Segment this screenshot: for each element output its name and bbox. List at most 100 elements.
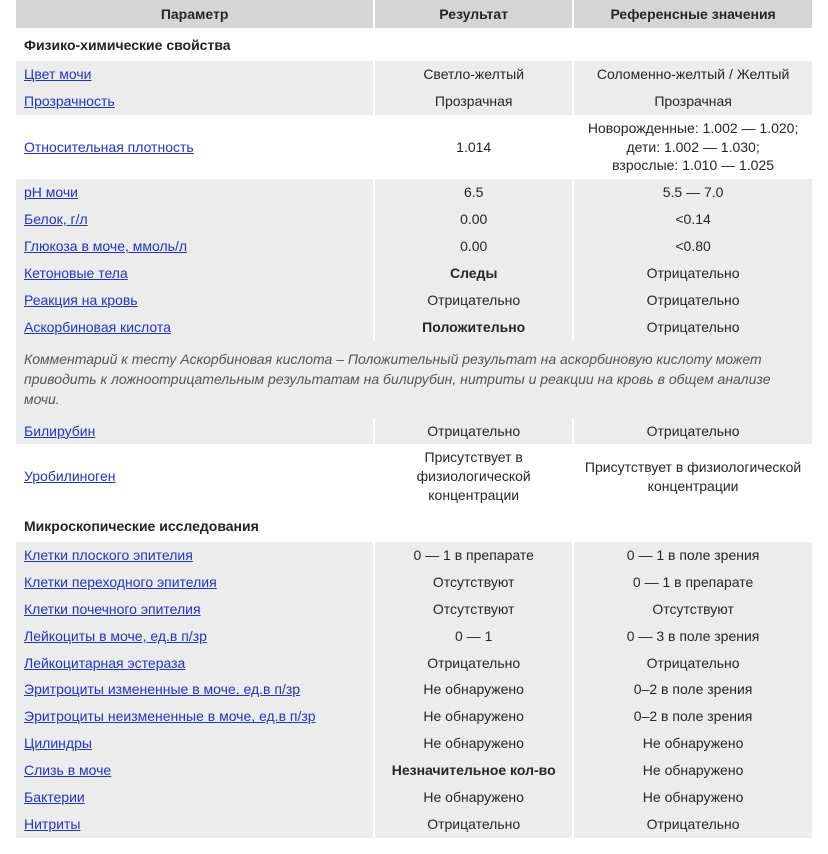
ref-ketone: Отрицательно <box>573 260 812 287</box>
ref-trans-epith: 0 — 1 в препарате <box>573 569 812 596</box>
row-urobilinogen: Уробилиноген Присутствует в физиологичес… <box>16 444 812 509</box>
ref-color: Соломенно-желтый / Желтый <box>573 61 812 88</box>
result-ketone: Следы <box>374 260 573 287</box>
row-comment-ascorbic: Комментарий к тесту Аскорбиновая кислота… <box>16 341 812 418</box>
result-mucus: Незначительное кол-во <box>374 757 573 784</box>
ref-mucus: Не обнаружено <box>573 757 812 784</box>
link-color[interactable]: Цвет мочи <box>24 66 91 82</box>
result-ascorbic: Положительно <box>374 314 573 341</box>
section-physchem: Физико-химические свойства <box>16 28 812 61</box>
link-blood[interactable]: Реакция на кровь <box>24 292 138 308</box>
link-ascorbic[interactable]: Аскорбиновая кислота <box>24 319 171 335</box>
ref-ascorbic: Отрицательно <box>573 314 812 341</box>
link-nitrites[interactable]: Нитриты <box>24 816 80 832</box>
row-density: Относительная плотность 1.014 Новорожден… <box>16 115 812 180</box>
link-ery-changed[interactable]: Эритроциты измененные в моче, ед.в п/зр <box>24 681 300 697</box>
row-nitrites: Нитриты Отрицательно Отрицательно <box>16 811 812 838</box>
link-cylinders[interactable]: Цилиндры <box>24 735 92 751</box>
row-ery-changed: Эритроциты измененные в моче, ед.в п/зр … <box>16 676 812 703</box>
result-ery-unchanged: Не обнаружено <box>374 703 573 730</box>
link-bilirubin[interactable]: Билирубин <box>24 423 95 439</box>
result-density: 1.014 <box>374 115 573 180</box>
row-cylinders: Цилиндры Не обнаружено Не обнаружено <box>16 730 812 757</box>
link-mucus[interactable]: Слизь в моче <box>24 762 111 778</box>
table-header-row: Параметр Результат Референсные значения <box>16 0 812 28</box>
link-renal-epith[interactable]: Клетки почечного эпителия <box>24 601 201 617</box>
link-density[interactable]: Относительная плотность <box>24 139 194 155</box>
result-ery-changed: Не обнаружено <box>374 676 573 703</box>
row-protein: Белок, г/л 0.00 <0.14 <box>16 206 812 233</box>
header-param: Параметр <box>16 0 374 28</box>
result-renal-epith: Отсутствуют <box>374 596 573 623</box>
ref-leuk-esterase: Отрицательно <box>573 650 812 677</box>
ref-blood: Отрицательно <box>573 287 812 314</box>
section-micro-title: Микроскопические исследования <box>16 509 812 542</box>
row-bacteria: Бактерии Не обнаружено Не обнаружено <box>16 784 812 811</box>
row-glucose: Глюкоза в моче, ммоль/л 0.00 <0.80 <box>16 233 812 260</box>
section-physchem-title: Физико-химические свойства <box>16 28 812 61</box>
result-flat-epith: 0 — 1 в препарате <box>374 542 573 569</box>
ref-leukocytes: 0 — 3 в поле зрения <box>573 623 812 650</box>
result-leukocytes: 0 — 1 <box>374 623 573 650</box>
result-leuk-esterase: Отрицательно <box>374 650 573 677</box>
result-color: Светло-желтый <box>374 61 573 88</box>
result-ph: 6.5 <box>374 179 573 206</box>
row-ery-unchanged: Эритроциты неизмененные в моче, ед.в п/з… <box>16 703 812 730</box>
results-table: Параметр Результат Референсные значения … <box>16 0 812 838</box>
row-blood: Реакция на кровь Отрицательно Отрицатель… <box>16 287 812 314</box>
link-trans-epith[interactable]: Клетки переходного эпителия <box>24 574 217 590</box>
ref-glucose: <0.80 <box>573 233 812 260</box>
row-trans-epith: Клетки переходного эпителия Отсутствуют … <box>16 569 812 596</box>
row-ascorbic: Аскорбиновая кислота Положительно Отрица… <box>16 314 812 341</box>
row-leukocytes: Лейкоциты в моче, ед.в п/зр 0 — 1 0 — 3 … <box>16 623 812 650</box>
row-bilirubin: Билирубин Отрицательно Отрицательно <box>16 418 812 445</box>
row-color: Цвет мочи Светло-желтый Соломенно-желтый… <box>16 61 812 88</box>
ref-flat-epith: 0 — 1 в поле зрения <box>573 542 812 569</box>
row-ketone: Кетоновые тела Следы Отрицательно <box>16 260 812 287</box>
ref-protein: <0.14 <box>573 206 812 233</box>
header-result: Результат <box>374 0 573 28</box>
link-ph[interactable]: pH мочи <box>24 184 78 200</box>
link-glucose[interactable]: Глюкоза в моче, ммоль/л <box>24 238 187 254</box>
link-ketone[interactable]: Кетоновые тела <box>24 265 128 281</box>
result-transparency: Прозрачная <box>374 88 573 115</box>
row-leuk-esterase: Лейкоцитарная эстераза Отрицательно Отри… <box>16 650 812 677</box>
ref-density: Новорожденные: 1.002 — 1.020; дети: 1.00… <box>573 115 812 180</box>
ref-renal-epith: Отсутствуют <box>573 596 812 623</box>
row-flat-epith: Клетки плоского эпителия 0 — 1 в препара… <box>16 542 812 569</box>
link-protein[interactable]: Белок, г/л <box>24 211 88 227</box>
row-transparency: Прозрачность Прозрачная Прозрачная <box>16 88 812 115</box>
result-bilirubin: Отрицательно <box>374 418 573 445</box>
section-micro: Микроскопические исследования <box>16 509 812 542</box>
result-cylinders: Не обнаружено <box>374 730 573 757</box>
row-mucus: Слизь в моче Незначительное кол-во Не об… <box>16 757 812 784</box>
ref-cylinders: Не обнаружено <box>573 730 812 757</box>
row-renal-epith: Клетки почечного эпителия Отсутствуют От… <box>16 596 812 623</box>
ref-bilirubin: Отрицательно <box>573 418 812 445</box>
result-blood: Отрицательно <box>374 287 573 314</box>
result-urobilinogen: Присутствует в физиологической концентра… <box>374 444 573 509</box>
result-glucose: 0.00 <box>374 233 573 260</box>
link-leuk-esterase[interactable]: Лейкоцитарная эстераза <box>24 655 185 671</box>
ref-bacteria: Не обнаружено <box>573 784 812 811</box>
result-trans-epith: Отсутствуют <box>374 569 573 596</box>
lab-results-table: Параметр Результат Референсные значения … <box>0 0 828 854</box>
link-ery-unchanged[interactable]: Эритроциты неизмененные в моче, ед.в п/з… <box>24 708 316 724</box>
ref-nitrites: Отрицательно <box>573 811 812 838</box>
result-protein: 0.00 <box>374 206 573 233</box>
link-transparency[interactable]: Прозрачность <box>24 93 115 109</box>
link-urobilinogen[interactable]: Уробилиноген <box>24 468 116 484</box>
row-ph: pH мочи 6.5 5.5 — 7.0 <box>16 179 812 206</box>
header-ref: Референсные значения <box>573 0 812 28</box>
ref-ph: 5.5 — 7.0 <box>573 179 812 206</box>
result-bacteria: Не обнаружено <box>374 784 573 811</box>
link-leukocytes[interactable]: Лейкоциты в моче, ед.в п/зр <box>24 628 207 644</box>
comment-ascorbic-text: Комментарий к тесту Аскорбиновая кислота… <box>16 341 812 418</box>
ref-ery-changed: 0–2 в поле зрения <box>573 676 812 703</box>
result-nitrites: Отрицательно <box>374 811 573 838</box>
link-flat-epith[interactable]: Клетки плоского эпителия <box>24 547 193 563</box>
ref-ery-unchanged: 0–2 в поле зрения <box>573 703 812 730</box>
ref-urobilinogen: Присутствует в физиологической концентра… <box>573 444 812 509</box>
ref-transparency: Прозрачная <box>573 88 812 115</box>
link-bacteria[interactable]: Бактерии <box>24 789 85 805</box>
